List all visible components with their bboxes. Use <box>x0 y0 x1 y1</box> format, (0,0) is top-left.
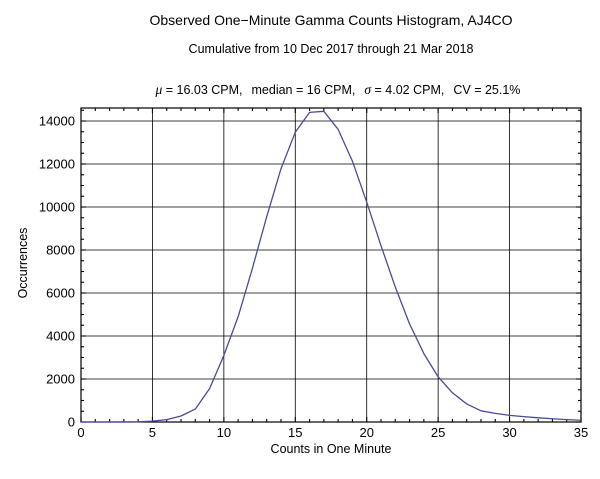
chart-title: Observed One−Minute Gamma Counts Histogr… <box>149 12 513 28</box>
x-axis-label: Counts in One Minute <box>271 442 392 456</box>
y-tick-label: 2000 <box>46 372 75 387</box>
stat-mu: μ = 16.03 CPM, <box>155 82 243 97</box>
stat-cv: CV = 25.1% <box>453 83 521 97</box>
y-tick-label: 10000 <box>39 200 75 215</box>
stat-median: median = 16 CPM, <box>251 83 356 97</box>
x-tick-label: 10 <box>217 425 231 440</box>
histogram-curve <box>81 110 582 423</box>
y-tick-label: 4000 <box>46 329 75 344</box>
x-tick-label: 5 <box>149 425 156 440</box>
sigma-value: = 4.02 CPM, <box>371 83 445 97</box>
mu-value: = 16.03 CPM, <box>162 83 243 97</box>
sigma-symbol: σ <box>364 82 372 97</box>
x-tick-label: 30 <box>502 425 516 440</box>
y-tick-label: 14000 <box>39 114 75 129</box>
chart-subtitle: Cumulative from 10 Dec 2017 through 21 M… <box>188 42 474 56</box>
y-tick-label: 8000 <box>46 243 75 258</box>
stat-sigma: σ = 4.02 CPM, <box>364 82 445 97</box>
x-tick-label: 0 <box>77 425 84 440</box>
x-tick-label: 20 <box>359 425 373 440</box>
y-tick-label: 12000 <box>39 157 75 172</box>
y-axis-label: Occurrences <box>16 228 30 299</box>
x-tick-label: 35 <box>574 425 588 440</box>
y-tick-label: 0 <box>68 415 75 430</box>
y-tick-label: 6000 <box>46 286 75 301</box>
chart-stats-line: μ = 16.03 CPM, median = 16 CPM, σ = 4.02 C… <box>81 68 581 112</box>
x-tick-label: 25 <box>431 425 445 440</box>
mu-symbol: μ <box>155 82 163 97</box>
x-tick-label: 15 <box>288 425 302 440</box>
plot-frame <box>80 107 582 423</box>
